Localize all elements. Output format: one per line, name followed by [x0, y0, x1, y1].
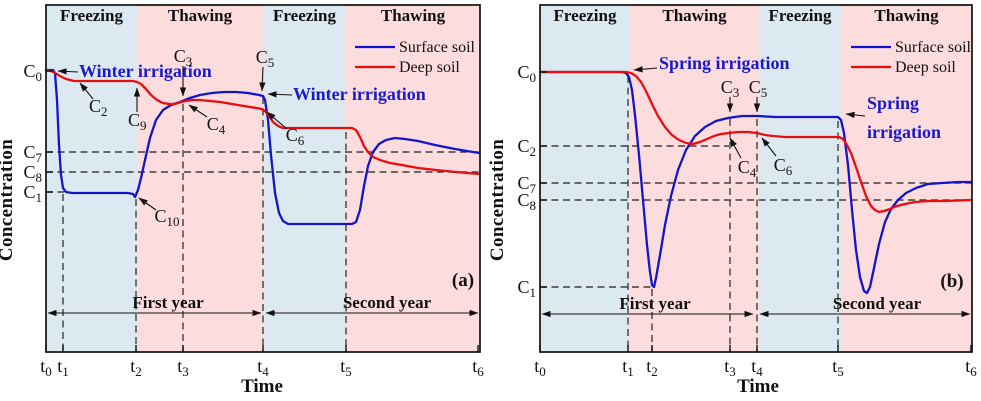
year-span-label-second-year: Second year: [833, 294, 922, 313]
legend-label-surface-soil: Surface soil: [399, 39, 476, 56]
x-tick-label-t-3: t3: [177, 356, 189, 379]
annotation-label-c-9: C9: [128, 110, 147, 133]
y-tick-label-c-0: C0: [517, 62, 536, 85]
annotation-label-c-5: C5: [749, 77, 768, 100]
region-label-freezing: Freezing: [769, 6, 832, 25]
annotation-label-c-2: C2: [89, 96, 108, 119]
annotation-label-spring: Spring: [867, 93, 919, 113]
region-label-thawing: Thawing: [874, 6, 939, 25]
region-freezing-band: [46, 5, 137, 352]
panel-tag-b: (b): [940, 271, 963, 292]
annotation-arrow-c-6: [761, 137, 777, 157]
y-tick-label-c-7: C7: [23, 142, 42, 165]
annotation-arrow-c-4: [729, 137, 742, 159]
x-tick-label-t-0: t0: [40, 356, 52, 379]
region-thawing-band: [346, 5, 480, 352]
region-freezing-band: [263, 5, 346, 352]
x-tick-label-t-6: t6: [472, 356, 484, 379]
year-span-label-first-year: First year: [132, 293, 204, 312]
y-axis-title-b: Concentration: [487, 139, 508, 261]
x-tick-label-t-2: t2: [130, 356, 142, 379]
deep-soil-curve: [538, 70, 973, 214]
x-tick-label-t-3: t3: [724, 356, 736, 379]
annotation-arrow-winter-irrigation: [57, 68, 79, 75]
y-tick-label-c-1: C1: [517, 277, 536, 300]
y-tick-label-c-0: C0: [23, 61, 42, 84]
region-label-thawing: Thawing: [662, 6, 727, 25]
annotation-label-winter-irrigation: Winter irrigation: [293, 84, 426, 104]
y-tick-label-c-2: C2: [517, 136, 536, 159]
region-label-freezing: Freezing: [60, 6, 123, 25]
region-freezing-band: [759, 5, 841, 352]
annotation-label-c-4: C4: [207, 114, 226, 137]
annotation-arrow-c-2: [79, 82, 94, 100]
annotation-label-c-3: C3: [174, 46, 193, 69]
x-tick-label-t-1: t1: [57, 356, 69, 379]
x-tick-label-t-4: t4: [257, 356, 269, 379]
y-tick-label-c-8: C8: [517, 190, 536, 213]
y-tick-label-c-7: C7: [517, 173, 536, 196]
panel-tag-a: (a): [452, 270, 474, 291]
annotation-arrow-c-5: [259, 66, 266, 92]
legend-label-deep-soil: Deep soil: [895, 59, 956, 76]
annotation-arrow-c-4: [188, 104, 208, 118]
annotation-label-c-6: C6: [286, 125, 305, 148]
annotation-label-c-3: C3: [721, 77, 740, 100]
y-tick-label-c-8: C8: [23, 162, 42, 185]
annotation-arrow-c-6: [266, 111, 288, 130]
x-axis-title-b: Time: [737, 376, 779, 397]
x-tick-label-t-2: t2: [646, 356, 658, 379]
x-tick-label-t-4: t4: [751, 356, 763, 379]
x-tick-label-t-0: t0: [534, 356, 546, 379]
panel-b: First year Second year Freezing Thawing Free…: [487, 4, 977, 397]
region-label-thawing: Thawing: [168, 6, 233, 25]
annotation-arrow-c-10: [138, 197, 157, 211]
year-span-label-second-year: Second year: [343, 293, 432, 312]
panel-a: First year Second year Freezing Thawing Free…: [0, 4, 484, 397]
annotation-label-c-6: C6: [774, 155, 793, 178]
deep-soil-curve: [44, 68, 481, 176]
annotation-label-winter-irrigation: Winter irrigation: [79, 61, 212, 81]
year-span-label-first-year: First year: [619, 294, 691, 313]
plot-border: [539, 4, 973, 353]
legend-label-surface-soil: Surface soil: [895, 39, 972, 56]
x-tick-label-t-5: t5: [340, 356, 352, 379]
annotation-arrow-spring-irrigation: [633, 66, 658, 73]
x-axis-title-a: Time: [241, 376, 283, 397]
region-freezing-band: [540, 5, 630, 352]
region-label-freezing: Freezing: [273, 6, 336, 25]
surface-soil-curve: [538, 70, 973, 295]
region-label-freezing: Freezing: [554, 6, 617, 25]
annotation-arrow-spring: [845, 111, 866, 119]
region-thawing-band: [841, 5, 972, 352]
x-tick-label-t-1: t1: [622, 356, 634, 379]
x-tick-label-t-5: t5: [832, 356, 844, 379]
annotation-label-c-4: C4: [738, 157, 757, 180]
annotation-label-irrigation: irrigation: [867, 122, 941, 142]
annotation-label-c-5: C5: [256, 47, 275, 70]
annotation-label-spring-irrigation: Spring irrigation: [659, 53, 790, 73]
y-tick-label-c-1: C1: [23, 182, 42, 205]
region-thawing-band: [137, 5, 263, 352]
region-label-thawing: Thawing: [381, 6, 446, 25]
y-axis-title-a: Concentration: [0, 139, 17, 261]
annotation-arrow-winter-irrigation: [267, 91, 293, 98]
x-tick-label-t-6: t6: [965, 356, 977, 379]
legend-label-deep-soil: Deep soil: [399, 59, 460, 76]
annotation-label-c-10: C10: [154, 206, 179, 229]
